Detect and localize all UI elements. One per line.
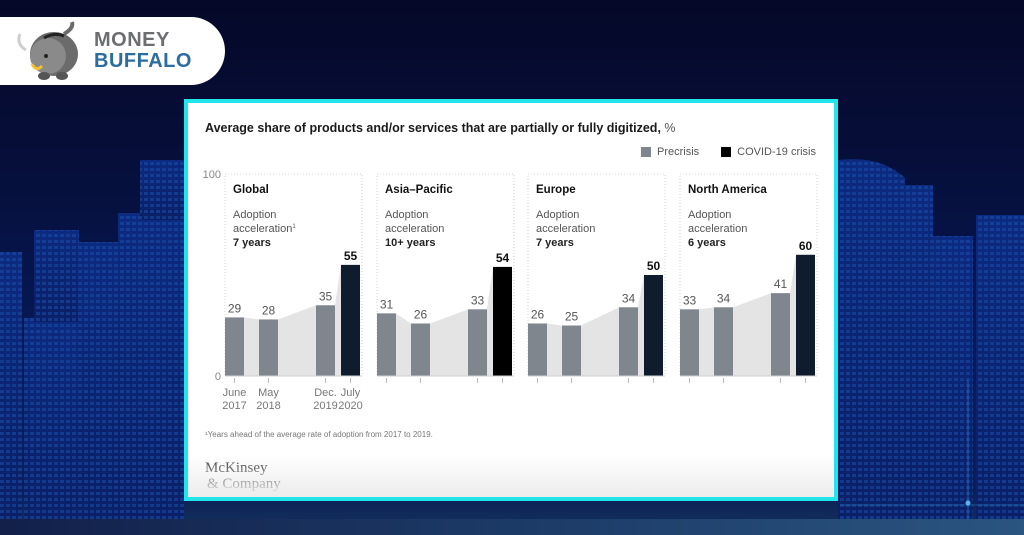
y-tick-100: 100	[203, 169, 221, 181]
brand-wordmark: MONEY BUFFALO	[94, 30, 192, 72]
data-label-2-0: 26	[531, 307, 545, 321]
data-label-0-0: 29	[228, 301, 242, 315]
y-tick-0: 0	[215, 371, 221, 383]
chart-legend: Precrisis COVID-19 crisis	[640, 146, 816, 158]
legend-label-precrisis: Precrisis	[656, 146, 700, 158]
x-label-0-line1: June	[223, 387, 247, 399]
bottom-band	[0, 519, 1024, 535]
data-label-0-2: 35	[319, 289, 333, 303]
bar-3-1	[714, 307, 733, 376]
panel-frame-0	[224, 173, 363, 377]
x-label-0-line2: 2017	[222, 400, 246, 412]
bar-2-2	[619, 307, 638, 376]
bar-1-0	[377, 313, 396, 376]
bar-3-3	[796, 254, 815, 376]
panel-subtitle2-0: acceleration1	[233, 223, 296, 235]
legend-item-covid: COVID-19 crisis	[721, 146, 816, 158]
panel-title-1: Asia–Pacific	[385, 184, 453, 196]
legend-label-covid: COVID-19 crisis	[737, 146, 816, 158]
panel-subtitle2-2: acceleration	[536, 223, 595, 235]
bar-2-0	[528, 323, 547, 376]
panel-subtitle1-0: Adoption	[233, 209, 276, 221]
chart-title-unit: %	[664, 121, 676, 135]
brand-buffalo: BUFFALO	[94, 50, 192, 72]
panel-subtitle2-3: acceleration	[688, 223, 747, 235]
panel-frame-1	[376, 173, 515, 377]
panel-acceleration-3: 6 years	[688, 237, 726, 249]
chart-title: Average share of products and/or service…	[205, 121, 676, 135]
legend-swatch-covid	[721, 147, 732, 157]
panel-area-2	[528, 275, 663, 376]
legend-item-precrisis: Precrisis	[640, 146, 700, 158]
data-label-2-2: 34	[622, 291, 636, 305]
data-label-1-2: 33	[471, 293, 485, 307]
chart-footnote: ¹Years ahead of the average rate of adop…	[205, 430, 433, 439]
right-buildings	[838, 159, 1024, 522]
panel-subtitle2-1: acceleration	[385, 223, 444, 235]
bar-0-2	[316, 305, 335, 376]
bar-3-2	[771, 293, 790, 376]
buffalo-mascot-icon	[17, 21, 78, 80]
legend-swatch-precrisis	[640, 147, 651, 157]
left-buildings	[0, 160, 184, 522]
x-label-1-line1: May	[258, 387, 279, 399]
bar-0-1	[259, 319, 278, 376]
panel-subtitle1-3: Adoption	[688, 209, 731, 221]
panel-area-0	[225, 264, 360, 376]
panel-frame-2	[527, 173, 666, 377]
bar-1-2	[468, 309, 487, 376]
card-bottom-fade	[188, 455, 834, 497]
data-label-1-3: 54	[496, 251, 510, 265]
panel-subtitle1-2: Adoption	[536, 209, 579, 221]
data-label-3-3: 60	[799, 239, 813, 253]
panel-acceleration-1: 10+ years	[385, 237, 435, 249]
panel-area-3	[680, 254, 815, 376]
x-label-2-line1: Dec.	[314, 387, 337, 399]
footnote-mark: 1	[292, 224, 296, 230]
chart-card: Average share of products and/or service…	[184, 99, 838, 501]
bar-1-3	[493, 266, 512, 376]
panel-frame-3	[679, 173, 818, 377]
data-label-0-1: 28	[262, 303, 276, 317]
bar-2-1	[562, 325, 581, 376]
money-buffalo-logo[interactable]: MONEY BUFFALO	[0, 17, 225, 85]
data-label-3-0: 33	[683, 293, 697, 307]
panel-title-3: North America	[688, 184, 767, 196]
data-label-0-3: 55	[344, 249, 358, 263]
bar-3-0	[680, 309, 699, 376]
panel-title-2: Europe	[536, 184, 576, 196]
data-label-3-1: 34	[717, 291, 731, 305]
panel-acceleration-2: 7 years	[536, 237, 574, 249]
data-label-1-1: 26	[414, 307, 428, 321]
bar-0-3	[341, 264, 360, 376]
bar-0-0	[225, 317, 244, 376]
panel-acceleration-0: 7 years	[233, 237, 271, 249]
panel-area-1	[377, 266, 512, 376]
chart-title-text: Average share of products and/or service…	[205, 121, 661, 135]
x-label-1-line2: 2018	[256, 400, 280, 412]
bar-1-1	[411, 323, 430, 376]
data-label-3-2: 41	[774, 277, 788, 291]
data-label-2-3: 50	[647, 259, 661, 273]
data-label-2-1: 25	[565, 310, 579, 324]
panel-title-0: Global	[233, 184, 269, 196]
x-label-3-line2: 2020	[338, 400, 362, 412]
data-label-1-0: 31	[380, 297, 394, 311]
brand-money: MONEY	[94, 29, 170, 51]
x-label-3-line1: July	[341, 387, 361, 399]
bar-2-3	[644, 275, 663, 376]
panel-subtitle1-1: Adoption	[385, 209, 428, 221]
x-label-2-line2: 2019	[313, 400, 337, 412]
